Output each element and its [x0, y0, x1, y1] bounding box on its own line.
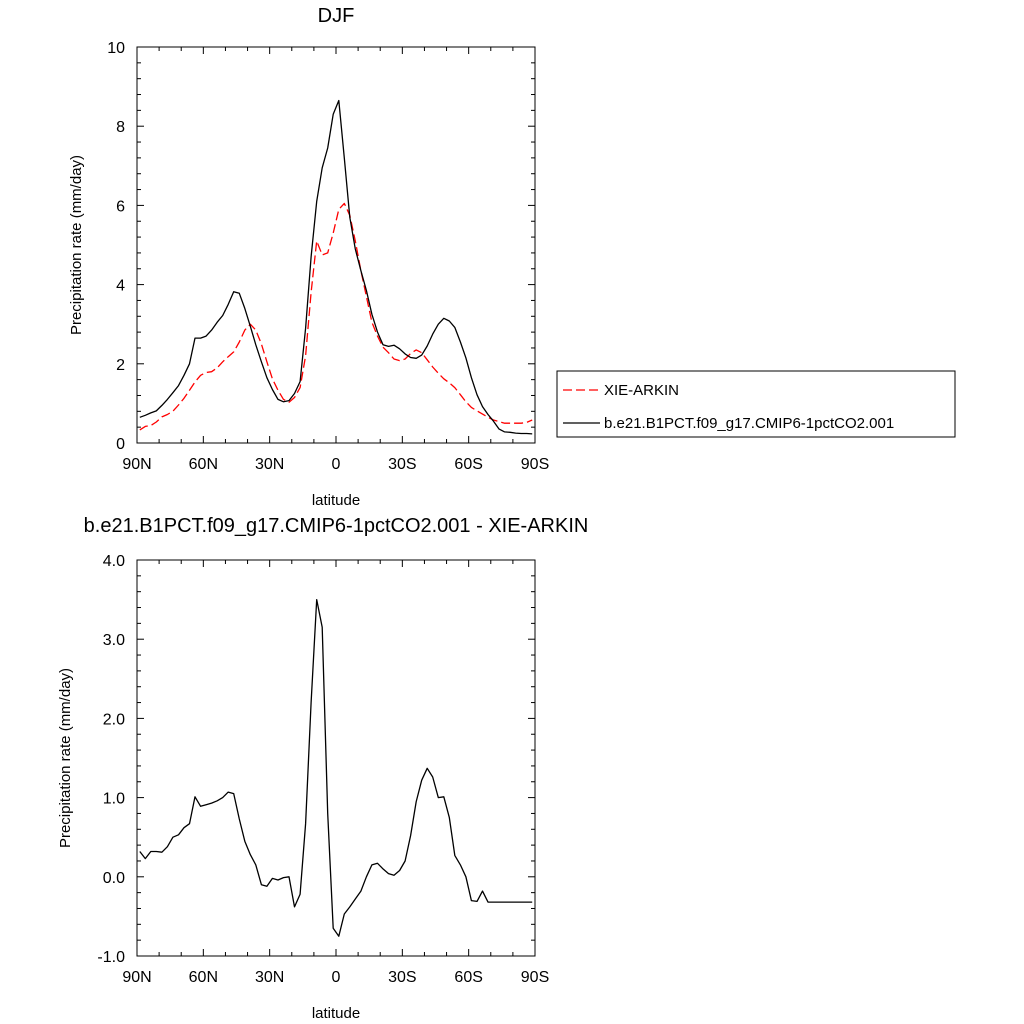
chart-top-y-tick-label: 6 [116, 198, 125, 215]
chart-bottom-y-tick-label: 3.0 [103, 632, 125, 649]
chart-bottom-y-tick-label: 0.0 [103, 870, 125, 887]
legend-box [556, 370, 956, 438]
chart-bottom-frame [136, 559, 536, 957]
chart-bottom-x-tick-label: 90S [521, 969, 549, 986]
chart-bottom: b.e21.B1PCT.f09_g17.CMIP6-1pctCO2.001 - … [57, 515, 588, 1022]
chart-bottom-x-tick-label: 90N [122, 969, 151, 986]
chart-top-ylabel: Precipitation rate (mm/day) [68, 155, 85, 335]
chart-bottom-x-tick-label: 30S [388, 969, 416, 986]
chart-top-x-tick-label: 30N [255, 456, 284, 473]
chart-top-y-tick-label: 2 [116, 357, 125, 374]
chart-top-series-b-e21-b1pct-f09-g17-cmip6-1pctco2-001 [139, 99, 533, 435]
chart-top-y-tick-label: 10 [107, 40, 125, 57]
chart-bottom-y-tick-label: 1.0 [103, 791, 125, 808]
chart-top-xlabel: latitude [312, 492, 360, 509]
chart-top-y-tick-label: 4 [116, 278, 125, 295]
chart-top-y-tick-label: 8 [116, 119, 125, 136]
legend-label-model: b.e21.B1PCT.f09_g17.CMIP6-1pctCO2.001 [604, 415, 894, 432]
chart-top-x-tick-label: 30S [388, 456, 416, 473]
chart-bottom-y-tick-label: -1.0 [97, 949, 125, 966]
chart-top-x-tick-label: 0 [332, 456, 341, 473]
chart-bottom-y-tick-label: 4.0 [103, 553, 125, 570]
chart-bottom-series [139, 598, 533, 937]
chart-bottom-series-difference [139, 598, 533, 937]
legend: XIE-ARKIN b.e21.B1PCT.f09_g17.CMIP6-1pct… [556, 370, 956, 438]
chart-top-x-tick-label: 60N [189, 456, 218, 473]
chart-bottom-x-tick-label: 0 [332, 969, 341, 986]
chart-bottom-y-tick-label: 2.0 [103, 711, 125, 728]
chart-top-title: DJF [318, 5, 355, 27]
chart-top-series-xie-arkin [139, 202, 533, 431]
chart-bottom-x-tick-label: 60S [454, 969, 482, 986]
chart-bottom-x-tick-label: 60N [189, 969, 218, 986]
chart-top-ticks: 90N 60N 30N 0 30S 60S 90S 0 2 4 6 8 10 [107, 40, 549, 473]
chart-top-x-tick-label: 60S [454, 456, 482, 473]
chart-bottom-title: b.e21.B1PCT.f09_g17.CMIP6-1pctCO2.001 - … [84, 515, 589, 537]
chart-bottom-ticks: 90N 60N 30N 0 30S 60S 90S -1.0 0.0 1.0 2.0 3.0 4.0 [97, 553, 549, 986]
legend-label-xie-arkin: XIE-ARKIN [604, 382, 679, 399]
chart-bottom-ylabel: Precipitation rate (mm/day) [57, 668, 74, 848]
chart-top-x-tick-label: 90N [122, 456, 151, 473]
chart-top-x-tick-label: 90S [521, 456, 549, 473]
chart-top-series [139, 99, 533, 435]
chart-top-y-tick-label: 0 [116, 436, 125, 453]
chart-bottom-x-tick-label: 30N [255, 969, 284, 986]
chart-bottom-xlabel: latitude [312, 1005, 360, 1022]
